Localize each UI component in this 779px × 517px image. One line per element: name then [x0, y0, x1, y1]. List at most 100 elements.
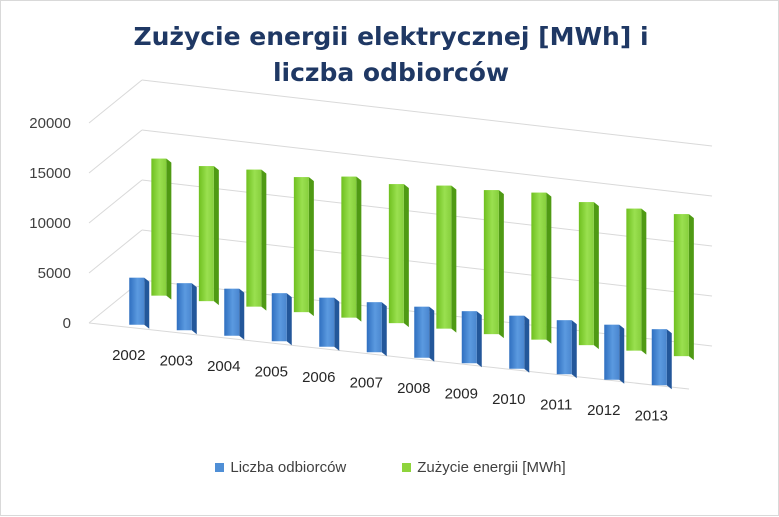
bar-energy-2007	[388, 184, 409, 328]
bar-energy-2011-side	[593, 202, 599, 350]
bar-energy-2011-front	[578, 202, 594, 346]
bar-energy-2008-front	[436, 185, 452, 329]
gridline	[141, 129, 713, 197]
bar-energy-2002	[151, 158, 172, 300]
y-tick-label: 20000	[29, 115, 71, 132]
bar-energy-2007-front	[388, 184, 404, 324]
bar-energy-2008-side	[451, 185, 457, 333]
bar-energy-2005-front	[293, 177, 309, 313]
bar-energy-2004-side	[261, 169, 267, 311]
bar-customers-2006	[319, 297, 340, 351]
bar-energy-2002-side	[166, 158, 172, 300]
bar-customers-2011	[556, 320, 577, 379]
bar-energy-2005	[293, 177, 314, 317]
bar-energy-2003	[198, 166, 219, 306]
series-energy-bars	[151, 158, 694, 361]
bar-customers-2008-side	[429, 306, 435, 362]
bar-energy-2004-front	[246, 169, 262, 307]
legend-item-energy: Zużycie energii [MWh]	[402, 459, 566, 476]
gridline-side	[88, 229, 143, 274]
bar-customers-2002-side	[144, 277, 150, 329]
x-tick-label: 2003	[160, 352, 193, 369]
bar-customers-2002	[129, 277, 150, 329]
gridline	[141, 179, 713, 247]
y-tick-label: 15000	[29, 165, 71, 182]
bar-customers-2008	[414, 306, 435, 362]
bar-energy-2007-side	[403, 184, 409, 328]
bar-customers-2004-side	[239, 288, 245, 340]
bar-energy-2012	[626, 208, 647, 355]
bar-customers-2013	[651, 329, 672, 390]
y-axis-tick-labels: 0 5000 10000 15000 20000	[29, 115, 71, 332]
chart-title: Zużycie energii elektrycznej [MWh] i lic…	[133, 22, 649, 87]
gridline-side	[88, 129, 143, 174]
series-customers-bars	[129, 277, 672, 390]
bar-customers-2012	[604, 324, 625, 384]
bar-energy-2009	[483, 190, 504, 339]
legend-swatch-energy	[402, 463, 412, 472]
bar-energy-2012-front	[626, 208, 642, 351]
bar-energy-2004	[246, 169, 267, 311]
bar-energy-2002-front	[151, 158, 167, 296]
x-tick-label: 2008	[397, 380, 430, 397]
bar-customers-2003-side	[191, 283, 197, 335]
x-axis-tick-labels: 2002 2003 2004 2005 2006 2007 2008 2009 2010 2011…	[112, 347, 668, 425]
gridline-side	[88, 79, 143, 124]
bar-customers-2004-front	[224, 288, 240, 336]
x-tick-label: 2004	[207, 358, 240, 375]
y-tick-label: 10000	[29, 215, 71, 232]
gridline	[141, 79, 713, 147]
bar-customers-2009-front	[461, 311, 477, 364]
bar-customers-2006-front	[319, 297, 335, 347]
bar-energy-2010	[531, 192, 552, 344]
bar-energy-2006	[341, 176, 362, 322]
x-tick-label: 2006	[302, 369, 335, 386]
bar-customers-2010-front	[509, 315, 525, 369]
gridline	[141, 229, 713, 297]
bar-energy-2008	[436, 185, 457, 333]
y-tick-label: 0	[63, 315, 71, 332]
bar-energy-2009-front	[483, 190, 499, 335]
bar-energy-2006-side	[356, 176, 362, 322]
bar-energy-2011	[578, 202, 599, 350]
x-tick-label: 2013	[635, 407, 668, 424]
bar-energy-2010-side	[546, 192, 552, 344]
bar-energy-2012-side	[641, 208, 647, 355]
bar-customers-2009	[461, 311, 482, 368]
x-tick-label: 2005	[255, 363, 288, 380]
bar-customers-2013-side	[666, 329, 672, 390]
bar-customers-2012-front	[604, 324, 620, 380]
legend-swatch-customers	[215, 463, 225, 472]
bar-energy-2013-side	[688, 214, 694, 361]
x-tick-label: 2002	[112, 347, 145, 364]
bar-energy-2009-side	[498, 190, 504, 339]
bar-customers-2004	[224, 288, 245, 340]
bar-energy-2005-side	[308, 177, 314, 317]
bar-customers-2005-front	[271, 293, 287, 342]
bar-customers-2007-side	[381, 302, 387, 357]
bar-customers-2010-side	[524, 315, 530, 373]
bar-customers-2007-front	[366, 302, 382, 353]
bar-energy-2010-front	[531, 192, 547, 340]
bar-customers-2005	[271, 293, 292, 346]
y-tick-label: 5000	[38, 265, 71, 282]
legend-label-energy: Zużycie energii [MWh]	[417, 459, 566, 476]
legend-item-customers: Liczba odbiorców	[215, 459, 346, 476]
bar-energy-2013-front	[673, 214, 689, 357]
floor-edge	[88, 322, 690, 390]
bar-customers-2013-front	[651, 329, 667, 386]
x-tick-label: 2012	[587, 402, 620, 419]
bar-customers-2002-front	[129, 277, 145, 325]
bar-customers-2009-side	[476, 311, 482, 368]
bar-customers-2011-side	[571, 320, 577, 379]
bar-energy-2006-front	[341, 176, 357, 318]
bar-customers-2003-front	[176, 283, 192, 331]
bar-customers-2003	[176, 283, 197, 335]
bar-customers-2005-side	[286, 293, 292, 346]
legend-label-customers: Liczba odbiorców	[230, 459, 347, 476]
x-tick-label: 2007	[350, 374, 383, 391]
bar-customers-2011-front	[556, 320, 572, 375]
gridline-side	[88, 179, 143, 224]
bar-customers-2008-front	[414, 306, 430, 358]
